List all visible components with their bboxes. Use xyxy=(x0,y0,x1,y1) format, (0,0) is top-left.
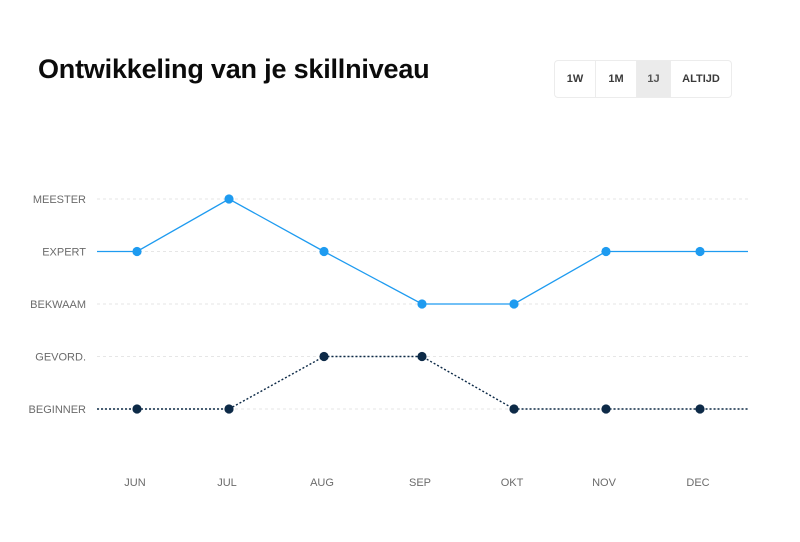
data-point-1-jul xyxy=(224,194,234,204)
time-range-selector: 1W 1M 1J ALTIJD xyxy=(554,60,732,98)
data-point-1-jun xyxy=(132,246,142,257)
data-point-1-aug xyxy=(319,246,329,257)
x-tick-label: OKT xyxy=(501,477,524,489)
data-point-1-sep xyxy=(417,299,427,309)
series-line-2 xyxy=(97,355,748,410)
data-point-1-okt xyxy=(509,299,519,309)
x-tick-label: AUG xyxy=(310,477,334,489)
tab-1w[interactable]: 1W xyxy=(555,61,596,97)
data-point-2-aug xyxy=(319,351,329,362)
y-tick-label: MEESTER xyxy=(33,194,86,206)
x-tick-label: JUN xyxy=(124,477,145,489)
data-point-1-nov xyxy=(601,246,611,257)
y-tick-label: EXPERT xyxy=(42,247,86,259)
x-tick-label: SEP xyxy=(409,477,431,489)
y-tick-label: BEGINNER xyxy=(29,404,87,416)
data-point-2-jul xyxy=(224,404,234,414)
x-tick-label: DEC xyxy=(686,477,709,489)
data-point-2-dec xyxy=(695,404,705,414)
x-tick-label: JUL xyxy=(217,477,237,489)
y-tick-label: BEKWAAM xyxy=(30,299,86,311)
tab-1j[interactable]: 1J xyxy=(637,61,671,97)
chart-title: Ontwikkeling van je skillniveau xyxy=(38,54,430,84)
tab-altijd[interactable]: ALTIJD xyxy=(682,73,720,85)
data-point-1-dec xyxy=(695,246,705,257)
y-tick-label: GEVORD. xyxy=(35,352,86,364)
x-tick-label: NOV xyxy=(592,477,617,489)
data-point-2-jun xyxy=(132,404,142,414)
data-point-2-okt xyxy=(509,404,519,414)
tab-1m[interactable]: 1M xyxy=(596,61,637,97)
data-point-2-nov xyxy=(601,404,611,414)
data-point-2-sep xyxy=(417,351,427,362)
